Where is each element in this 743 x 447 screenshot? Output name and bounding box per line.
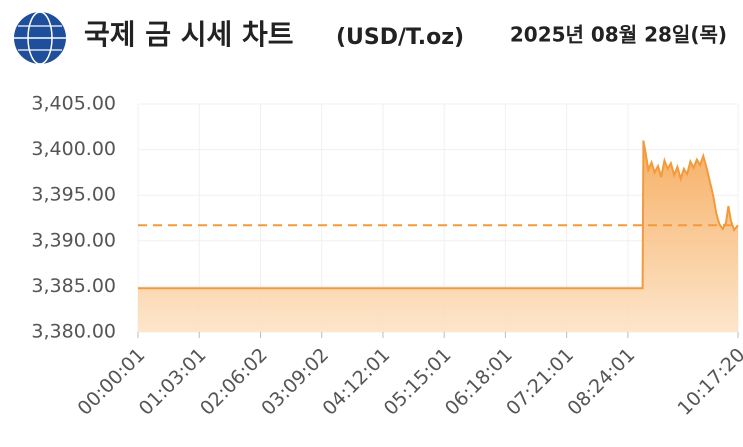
area-fill (138, 140, 738, 332)
y-tick-label: 3,380.00 (31, 321, 116, 343)
y-tick-label: 3,405.00 (31, 93, 116, 115)
y-tick-label: 3,390.00 (31, 229, 116, 251)
y-tick-label: 3,385.00 (31, 275, 116, 297)
x-tick-label: 10:17:20 (674, 344, 743, 420)
price-line (138, 140, 739, 290)
logo (14, 11, 66, 65)
y-tick-label: 3,400.00 (31, 138, 116, 160)
date-label: 2025년 08월 28일(목) (510, 23, 727, 47)
unit-label: (USD/T.oz) (336, 25, 464, 50)
x-tick-label: 08:24:01 (563, 344, 639, 420)
chart-title: 국제 금 시세 차트 (84, 18, 294, 51)
y-tick-label: 3,395.00 (31, 184, 116, 206)
